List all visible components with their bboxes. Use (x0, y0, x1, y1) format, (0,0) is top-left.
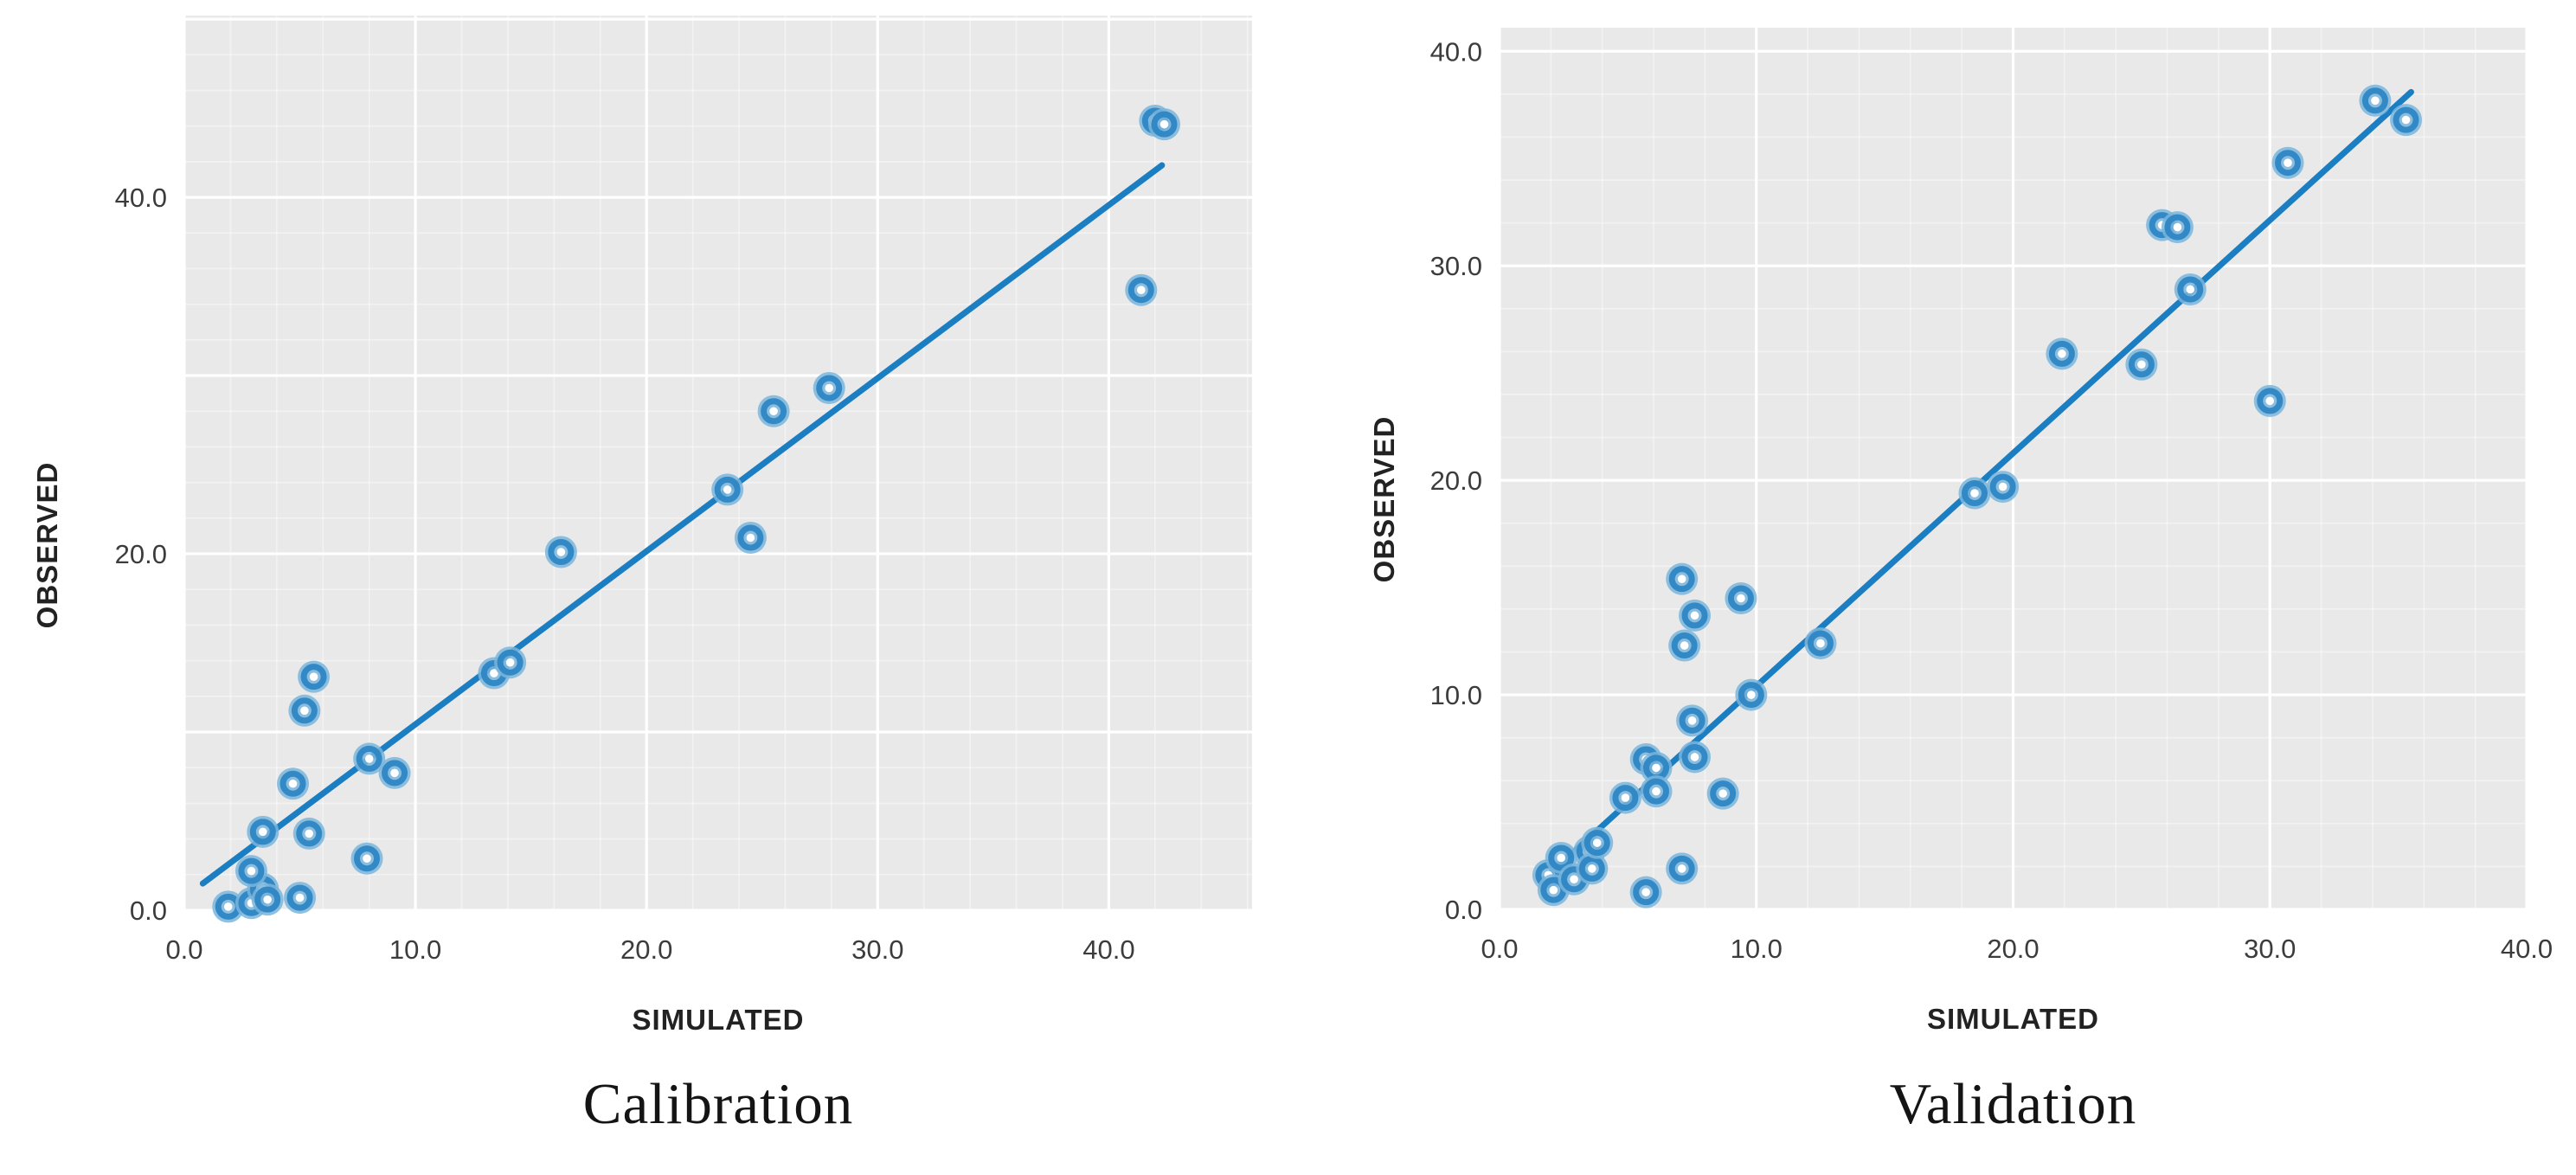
validation-chart: 0.0 10.0 20.0 30.0 40.0 0.0 10.0 20.0 30.0 40.0 (1430, 28, 2553, 964)
data-point (353, 742, 386, 775)
data-point (298, 660, 331, 693)
x-tick-label: 40.0 (2501, 934, 2553, 964)
data-point (2161, 211, 2194, 244)
data-point (711, 473, 744, 506)
y-tick-label: 30.0 (1430, 251, 1482, 281)
calibration-caption: Calibration (582, 1072, 854, 1136)
data-point (1666, 562, 1699, 595)
data-point (1581, 826, 1614, 859)
data-point (1679, 599, 1712, 632)
data-point (1629, 876, 1662, 909)
data-point (813, 371, 845, 404)
x-tick-label: 20.0 (620, 934, 672, 965)
y-tick-label: 40.0 (115, 183, 167, 213)
data-point (247, 815, 279, 848)
y-tick-label: 0.0 (130, 896, 167, 926)
data-point (1804, 627, 1837, 660)
data-point (1609, 781, 1641, 814)
data-point (234, 855, 267, 888)
data-point (1725, 581, 1757, 614)
data-point (2125, 348, 2158, 381)
calibration-y-axis-title: OBSERVED (31, 461, 63, 629)
x-tick-label: 10.0 (389, 934, 441, 965)
data-point (1125, 273, 1158, 306)
x-tick-label: 20.0 (1987, 934, 2039, 964)
data-point (2390, 104, 2423, 137)
x-tick-label: 40.0 (1082, 934, 1134, 965)
data-point (1676, 704, 1709, 737)
data-point (292, 817, 325, 850)
data-point (378, 756, 411, 789)
data-point (350, 842, 383, 875)
validation-y-axis-title: OBSERVED (1368, 415, 1400, 582)
validation-caption: Validation (1889, 1072, 2137, 1136)
data-point (1679, 741, 1712, 774)
data-point (2271, 146, 2304, 179)
y-tick-label: 20.0 (115, 539, 167, 569)
calibration-x-axis-title: SIMULATED (632, 1004, 805, 1036)
data-point (1668, 629, 1701, 662)
data-point (1576, 852, 1609, 885)
data-point (757, 395, 790, 427)
x-tick-label: 0.0 (165, 934, 202, 965)
data-point (284, 882, 317, 915)
x-tick-label: 30.0 (2244, 934, 2296, 964)
data-point (1148, 108, 1181, 141)
data-point (277, 767, 310, 800)
data-point (2046, 337, 2078, 370)
y-tick-label: 0.0 (1445, 895, 1482, 925)
data-point (1640, 751, 1673, 784)
y-tick-label: 10.0 (1430, 680, 1482, 710)
validation-x-axis-title: SIMULATED (1926, 1003, 2100, 1035)
data-point (1706, 777, 1739, 810)
data-point (1987, 471, 2020, 504)
y-tick-label: 40.0 (1430, 36, 1482, 67)
data-point (734, 522, 767, 555)
validation-panel: 0.0 10.0 20.0 30.0 40.0 0.0 10.0 20.0 30.0 40.0 O… (1288, 0, 2576, 1175)
data-point (251, 883, 284, 916)
data-point (1640, 775, 1673, 808)
data-point (2253, 384, 2286, 417)
data-point (1666, 852, 1699, 885)
data-point (494, 646, 527, 679)
x-tick-label: 30.0 (851, 934, 903, 965)
calibration-panel: 0.0 10.0 20.0 30.0 40.0 0.0 20.0 40.0 OBSERVED … (31, 16, 1252, 1136)
x-tick-label: 10.0 (1731, 934, 1783, 964)
data-point (544, 536, 577, 568)
data-point (2174, 273, 2207, 305)
y-tick-label: 20.0 (1430, 466, 1482, 496)
data-point (2359, 84, 2392, 117)
data-point (1958, 477, 1991, 510)
calibration-chart: 0.0 10.0 20.0 30.0 40.0 0.0 20.0 40.0 (115, 16, 1252, 965)
x-tick-label: 0.0 (1481, 934, 1518, 964)
data-point (1735, 678, 1768, 711)
data-point (288, 694, 321, 727)
